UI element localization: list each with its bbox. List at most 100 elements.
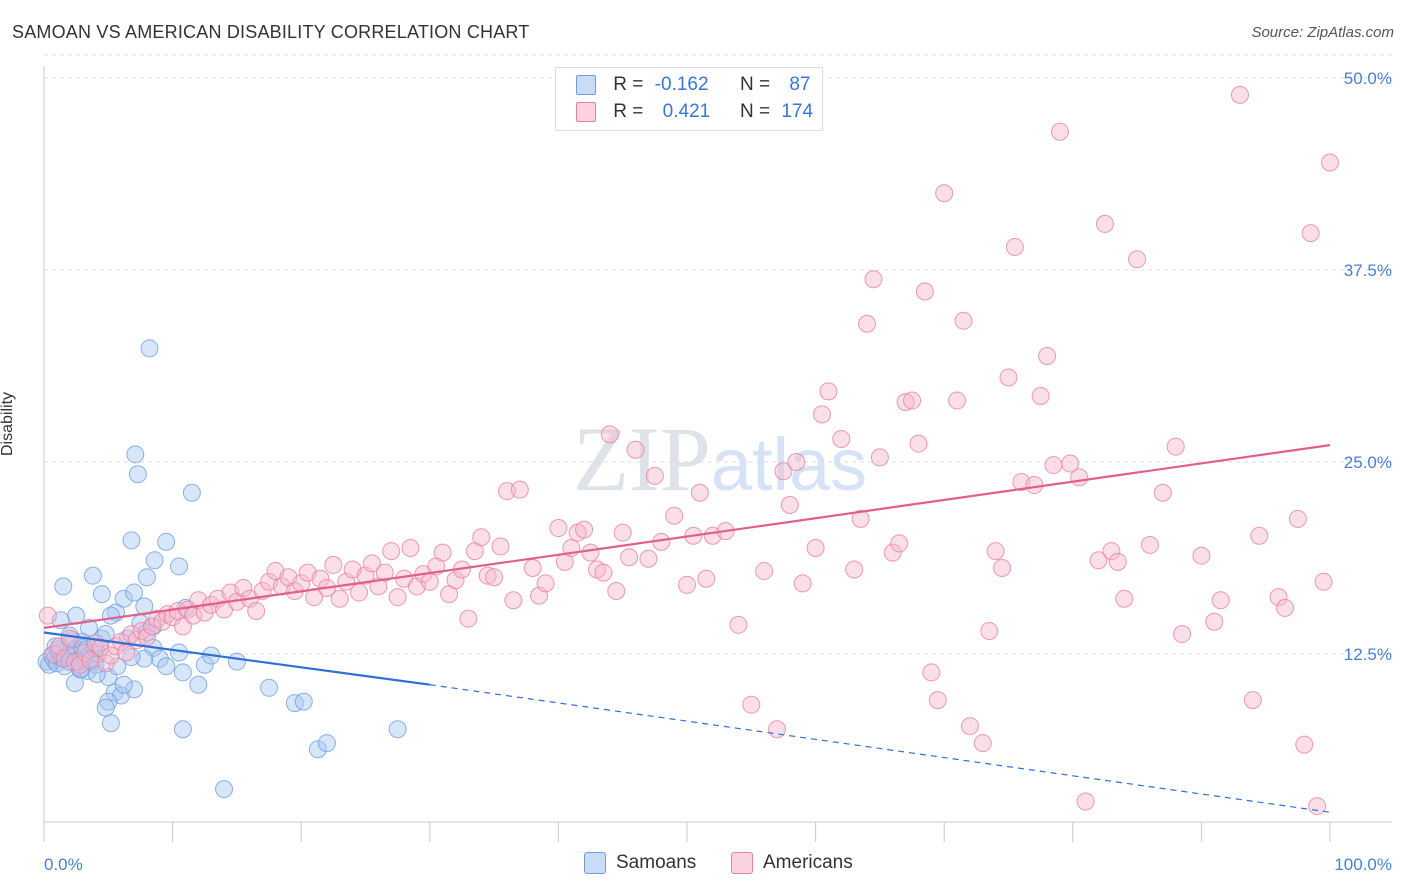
correlation-legend: R = -0.162 N = 87 R = 0.421 N = 174: [555, 67, 823, 131]
american-point: [639, 549, 658, 568]
samoan-point: [157, 657, 176, 676]
american-point: [613, 523, 632, 542]
american-point: [973, 734, 992, 753]
samoan-point: [308, 740, 327, 759]
samoan-point: [80, 618, 99, 637]
american-point: [1089, 551, 1108, 570]
samoan-point: [170, 557, 189, 576]
samoan-point: [126, 445, 145, 464]
american-point: [813, 405, 832, 424]
american-point: [575, 520, 594, 539]
samoan-point: [227, 652, 246, 671]
samoan-point: [125, 583, 144, 602]
american-point: [993, 558, 1012, 577]
american-point: [864, 270, 883, 289]
american-point: [607, 582, 626, 601]
american-point: [497, 482, 516, 501]
american-point: [690, 483, 709, 502]
american-point: [1153, 483, 1172, 502]
american-point: [620, 548, 639, 567]
samoan-point: [182, 483, 201, 502]
american-point: [665, 506, 684, 525]
american-point: [581, 543, 600, 562]
american-point: [1031, 386, 1050, 405]
american-point: [472, 528, 491, 547]
samoan-point: [54, 577, 73, 596]
american-point: [780, 496, 799, 515]
american-point: [330, 589, 349, 608]
samoan-point: [83, 566, 102, 585]
legend-n-value: 174: [781, 101, 814, 122]
american-point: [819, 382, 838, 401]
american-point: [485, 568, 504, 587]
legend-row-samoans: R = -0.162 N = 87: [576, 74, 810, 100]
legend-item-americans[interactable]: Americans: [731, 852, 853, 874]
samoan-point: [195, 655, 214, 674]
legend-r-value: 0.421: [662, 101, 711, 122]
samoan-point: [69, 652, 88, 671]
american-point: [148, 609, 167, 628]
american-point: [504, 591, 523, 610]
american-point: [401, 539, 420, 558]
y-tick-label: 25.0%: [1344, 453, 1392, 472]
samoan-point: [150, 649, 169, 668]
samoan-point: [145, 551, 164, 570]
samoan-point: [46, 637, 65, 656]
samoan-point: [114, 589, 133, 608]
american-point: [1115, 589, 1134, 608]
american-point: [980, 621, 999, 640]
american-point: [697, 569, 716, 588]
american-point: [1095, 214, 1114, 233]
american-point: [896, 393, 915, 412]
american-point: [729, 615, 748, 634]
american-point: [954, 311, 973, 330]
samoan-point: [215, 780, 234, 799]
american-point: [742, 695, 761, 714]
american-point: [1044, 456, 1063, 475]
legend-label-samoans: Samoans: [616, 852, 697, 874]
american-point: [1301, 224, 1320, 243]
american-point: [1140, 535, 1159, 554]
american-point: [1243, 691, 1262, 710]
american-point: [948, 391, 967, 410]
legend-row-americans: R = 0.421 N = 174: [576, 101, 813, 127]
american-point: [645, 466, 664, 485]
american-point: [375, 563, 394, 582]
american-point: [1173, 625, 1192, 644]
american-point: [678, 575, 696, 594]
american-point: [1050, 122, 1069, 141]
american-point: [350, 583, 369, 602]
american-point: [1038, 347, 1057, 366]
legend-label-americans: Americans: [763, 852, 853, 874]
y-tick-label: 50.0%: [1344, 69, 1392, 88]
american-point: [594, 563, 613, 582]
samoan-point: [125, 680, 144, 699]
legend-item-samoans[interactable]: Samoans: [584, 852, 696, 874]
samoan-point: [114, 675, 133, 694]
legend-swatch-americans: [576, 101, 596, 122]
x-tick-label: 0.0%: [44, 855, 83, 874]
american-point: [510, 480, 529, 499]
american-point: [832, 429, 851, 448]
american-point: [1275, 598, 1294, 617]
american-point: [1025, 476, 1044, 495]
american-point: [491, 537, 510, 556]
american-point: [858, 314, 877, 333]
legend-n-label: N =: [739, 74, 771, 95]
american-trend-line: [43, 444, 1331, 629]
series-legend: Samoans Americans: [0, 852, 1406, 878]
american-point: [1005, 237, 1024, 256]
samoan-point: [285, 694, 304, 713]
american-point: [1192, 546, 1211, 565]
american-point: [234, 578, 253, 597]
samoan-point: [189, 675, 208, 694]
samoan-point: [137, 568, 156, 587]
american-point: [1205, 612, 1224, 631]
samoan-point: [108, 657, 127, 676]
american-point: [793, 574, 812, 593]
american-point: [1211, 591, 1230, 610]
samoan-point: [173, 663, 192, 682]
watermark: ZIPatlas: [573, 408, 867, 510]
american-point: [1108, 552, 1127, 571]
